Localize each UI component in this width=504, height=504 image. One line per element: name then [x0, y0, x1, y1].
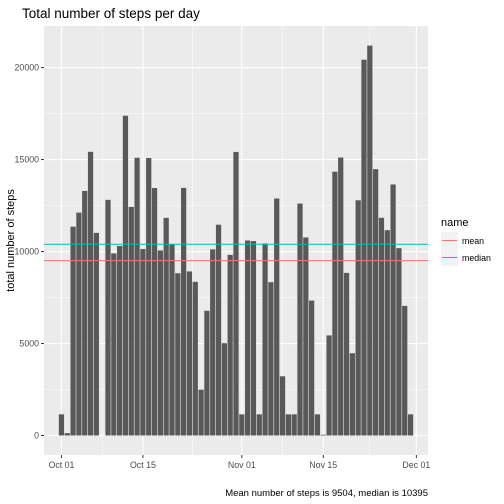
bar: [204, 310, 210, 436]
legend-label-median: median: [462, 253, 491, 263]
bar: [274, 198, 280, 436]
bar: [303, 237, 309, 436]
x-tick-label: Nov 15: [309, 460, 337, 470]
reference-lines: [44, 243, 428, 262]
bar: [378, 217, 385, 436]
bar: [343, 272, 350, 436]
bar: [291, 414, 297, 436]
bar: [175, 273, 181, 436]
bar: [105, 199, 111, 436]
y-tick-label: 0: [34, 431, 39, 441]
x-tick-label: Oct 01: [48, 460, 74, 470]
y-tick-label: 5000: [19, 339, 39, 349]
bar: [384, 230, 390, 436]
x-tick-label: Oct 15: [130, 460, 156, 470]
bar: [70, 226, 76, 436]
bar: [198, 389, 204, 436]
bar: [245, 240, 251, 436]
bar: [169, 244, 175, 436]
bar: [221, 343, 227, 436]
bar: [186, 271, 193, 436]
legend-label-mean: mean: [462, 236, 484, 246]
bar: [146, 158, 152, 436]
bar: [407, 414, 414, 436]
bar: [215, 224, 222, 436]
y-tick-label: 10000: [15, 247, 40, 257]
bar: [250, 241, 257, 436]
bar: [140, 248, 146, 436]
bar: [151, 188, 158, 436]
bar: [111, 253, 117, 436]
bar: [76, 212, 82, 436]
bar: [367, 45, 373, 436]
bar: [134, 157, 140, 436]
bar: [210, 249, 216, 436]
bar: [87, 151, 94, 436]
bar: [332, 171, 338, 436]
x-tick-label: Nov 01: [228, 460, 256, 470]
bar: [396, 248, 402, 436]
bar: [122, 115, 129, 436]
y-tick-label: 20000: [15, 63, 40, 73]
bar: [239, 414, 245, 436]
x-axis: Oct 01 Oct 15 Nov 01 Nov 15 Dec 01: [48, 455, 430, 470]
bar: [285, 414, 291, 436]
bar: [361, 59, 367, 436]
bar: [128, 206, 134, 436]
bar: [117, 245, 123, 436]
y-axis: 0 5000 10000 15000 20000: [15, 63, 44, 441]
bar: [93, 232, 99, 436]
bar: [256, 414, 262, 436]
bar: [262, 243, 268, 436]
bar: [338, 157, 344, 436]
bar: [227, 254, 233, 436]
bar: [297, 203, 303, 436]
bar: [349, 353, 355, 436]
bar: [355, 200, 361, 436]
bar: [233, 151, 239, 436]
bar: [163, 217, 169, 436]
legend: name mean median: [441, 217, 491, 266]
y-tick-label: 15000: [15, 155, 40, 165]
chart-title: Total number of steps per day: [22, 6, 200, 21]
bars: [58, 45, 414, 436]
bar: [82, 190, 88, 436]
bar: [309, 300, 315, 436]
bar: [279, 376, 286, 436]
bar: [390, 184, 396, 436]
y-axis-title: total number of steps: [5, 189, 17, 292]
bar: [320, 434, 326, 436]
x-tick-label: Dec 01: [402, 460, 430, 470]
chart-caption: Mean number of steps is 9504, median is …: [225, 488, 428, 499]
bar: [402, 305, 408, 436]
bar: [192, 281, 198, 436]
legend-title: name: [441, 217, 469, 229]
bar: [181, 187, 187, 436]
bar: [314, 414, 321, 436]
bar: [64, 433, 70, 436]
bar: [58, 414, 65, 436]
bar: [326, 335, 332, 436]
bar: [373, 169, 379, 436]
bar: [157, 250, 163, 436]
bar: [268, 282, 274, 436]
